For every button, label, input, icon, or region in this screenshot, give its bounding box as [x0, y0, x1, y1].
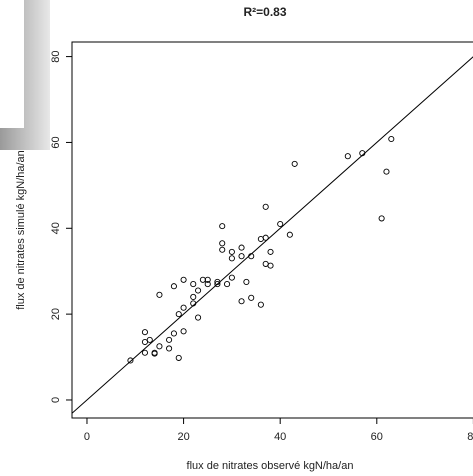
point: [219, 240, 226, 247]
y-tick-label: 80: [50, 50, 62, 62]
point: [344, 153, 351, 160]
point: [248, 294, 255, 301]
point: [190, 293, 197, 301]
chart-title: R²=0.83: [243, 5, 286, 19]
x-tick-label: 0: [84, 431, 90, 443]
reference-line: [72, 56, 473, 414]
point: [243, 278, 250, 285]
point: [238, 253, 245, 260]
point: [175, 354, 182, 361]
x-tick-label: 20: [177, 431, 189, 443]
point: [219, 223, 226, 230]
y-tick-label: 0: [50, 397, 62, 403]
point: [190, 300, 197, 307]
point: [151, 349, 158, 356]
x-tick-label: 60: [371, 431, 383, 443]
point: [277, 220, 284, 228]
point: [228, 274, 235, 281]
x-axis-label: flux de nitrates observé kgN/ha/an: [187, 460, 354, 472]
point: [166, 345, 173, 352]
point: [170, 330, 177, 337]
point: [378, 215, 385, 222]
point: [257, 235, 264, 243]
point: [228, 255, 235, 262]
point: [180, 276, 187, 283]
y-tick-label: 60: [50, 136, 62, 148]
plot-frame: [71, 41, 473, 419]
point: [238, 298, 245, 305]
point: [359, 150, 366, 157]
point: [141, 329, 148, 336]
point: [214, 281, 221, 288]
y-tick-label: 20: [50, 308, 62, 320]
plot-area: [72, 56, 473, 414]
point: [262, 234, 269, 241]
point: [257, 301, 264, 308]
point: [175, 311, 182, 318]
point: [127, 357, 134, 364]
point: [156, 343, 163, 350]
point: [190, 281, 197, 288]
point: [248, 253, 255, 260]
y-axis-label: flux de nitrates simulé kgN/ha/an: [15, 150, 27, 310]
point: [195, 287, 202, 294]
point: [166, 336, 173, 343]
x-tick-label: 40: [274, 431, 286, 443]
overlay-panel: [0, 0, 24, 128]
point: [383, 168, 390, 175]
x-tick-label: 80: [467, 431, 473, 443]
point: [204, 281, 211, 288]
point: [224, 281, 231, 288]
point: [219, 246, 226, 253]
point: [228, 248, 235, 255]
y-tick-label: 40: [50, 222, 62, 234]
point: [262, 203, 269, 210]
point: [180, 328, 187, 335]
point: [214, 278, 221, 285]
point: [141, 349, 148, 356]
point: [238, 244, 245, 251]
point: [204, 276, 211, 283]
point: [170, 283, 177, 290]
point: [141, 338, 148, 346]
point: [156, 291, 163, 298]
point: [267, 248, 274, 255]
point: [291, 160, 298, 167]
point: [388, 135, 395, 143]
point: [267, 262, 274, 269]
point: [286, 231, 293, 238]
point: [195, 314, 202, 321]
point: [146, 336, 153, 343]
point: [180, 304, 187, 311]
